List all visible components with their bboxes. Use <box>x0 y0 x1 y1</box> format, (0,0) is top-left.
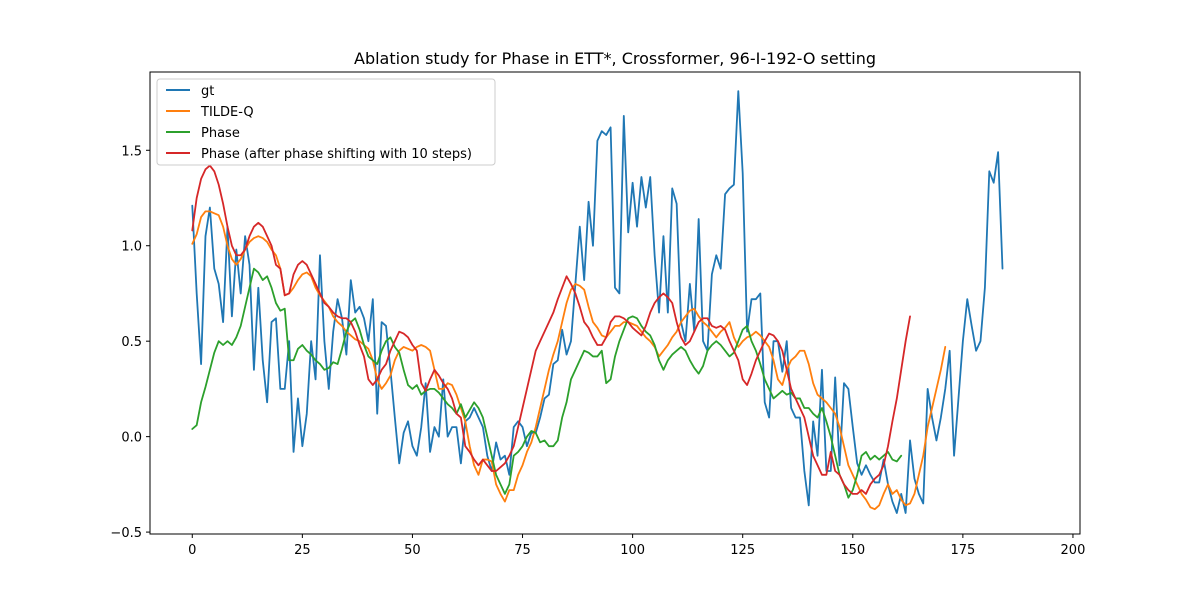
legend-box <box>156 78 496 166</box>
x-tick-label: 175 <box>950 543 975 558</box>
x-tick-label: 200 <box>1061 543 1086 558</box>
x-axis: 0 25 50 75 100 125 150 175 200 <box>188 534 1085 558</box>
legend-label: gt <box>201 84 214 99</box>
x-tick-label: 75 <box>514 543 531 558</box>
series-line-gt <box>191 90 1004 514</box>
x-tick-label: 50 <box>404 543 421 558</box>
x-tick-label: 100 <box>620 543 645 558</box>
y-tick-label: −0.5 <box>110 526 142 541</box>
series-line-phase-after-phase-shifting-with-10-steps <box>191 164 911 495</box>
series-layer <box>191 90 1004 514</box>
plot-area <box>149 71 1081 535</box>
y-tick-label: 0.5 <box>121 335 142 350</box>
legend: gt TILDE-Q Phase Phase (after phase shiftin… <box>156 78 496 166</box>
legend-label: Phase (after phase shifting with 10 step… <box>201 147 472 162</box>
y-tick-label: 0.0 <box>121 431 142 446</box>
legend-label: Phase <box>201 126 240 141</box>
x-tick-label: 150 <box>840 543 865 558</box>
chart-title: Ablation study for Phase in ETT*, Crossf… <box>354 49 876 68</box>
axes-frame <box>149 71 1081 535</box>
series-line-phase <box>191 267 903 499</box>
series-line-tilde-q <box>191 210 947 511</box>
y-axis: −0.5 0.0 0.5 1.0 1.5 <box>110 144 150 541</box>
legend-label: TILDE-Q <box>200 105 254 120</box>
x-tick-label: 125 <box>730 543 755 558</box>
y-tick-label: 1.5 <box>121 144 142 159</box>
y-tick-label: 1.0 <box>121 240 142 255</box>
x-tick-label: 0 <box>188 543 196 558</box>
x-tick-label: 25 <box>294 543 311 558</box>
